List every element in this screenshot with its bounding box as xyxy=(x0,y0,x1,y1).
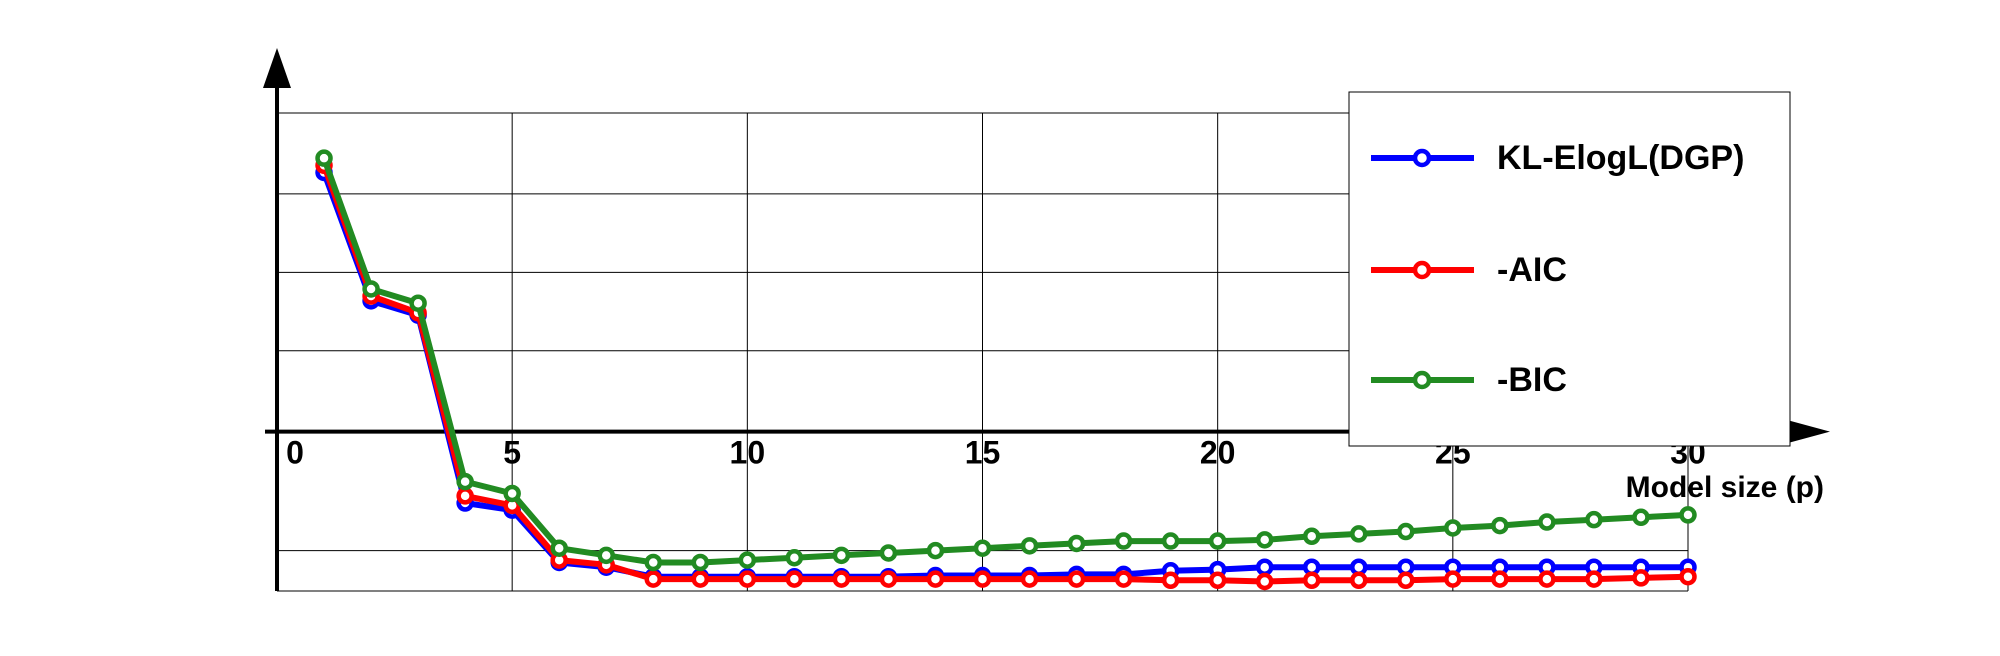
data-point xyxy=(456,487,474,505)
data-point xyxy=(550,539,568,557)
data-point xyxy=(879,570,898,588)
data-point xyxy=(1067,570,1086,588)
data-point xyxy=(1161,571,1180,590)
data-point xyxy=(1538,513,1556,531)
data-point xyxy=(1302,527,1321,546)
data-point xyxy=(1255,558,1274,576)
data-point xyxy=(1632,569,1650,587)
legend-marker xyxy=(1412,370,1432,390)
data-point xyxy=(691,570,710,588)
legend-label: -BIC xyxy=(1497,361,1567,399)
data-point xyxy=(362,280,380,298)
data-point xyxy=(1161,532,1180,550)
data-point xyxy=(1444,570,1462,588)
legend-label: -AIC xyxy=(1497,251,1567,289)
data-point xyxy=(738,570,757,588)
data-point xyxy=(1679,506,1697,524)
data-point xyxy=(1491,516,1509,535)
x-tick-label: 15 xyxy=(965,435,1001,471)
data-point xyxy=(456,472,474,491)
data-point xyxy=(1585,570,1603,588)
data-point xyxy=(1114,532,1133,550)
data-point xyxy=(1397,571,1415,590)
data-point xyxy=(1397,522,1415,541)
data-point xyxy=(973,570,992,588)
data-point xyxy=(644,570,663,588)
x-tick-label: 10 xyxy=(730,435,766,471)
x-axis-label: Model size (p) xyxy=(1626,471,1824,504)
data-point xyxy=(1302,571,1321,590)
data-point xyxy=(926,570,945,588)
x-tick-label: 5 xyxy=(503,435,521,471)
data-point xyxy=(1020,570,1039,588)
x-axis-arrow xyxy=(1782,418,1830,445)
data-point xyxy=(1255,572,1274,591)
data-point xyxy=(879,544,898,562)
series xyxy=(315,149,1697,591)
x-tick-label: 0 xyxy=(286,435,304,471)
data-point xyxy=(691,553,710,572)
legend: KL-ElogL(DGP) -AIC -BIC xyxy=(1348,91,1791,447)
data-point xyxy=(785,570,804,588)
legend-item: -BIC xyxy=(1371,361,1567,399)
x-tick-label: 20 xyxy=(1200,435,1236,471)
legend-item: KL-ElogL(DGP) xyxy=(1371,139,1744,177)
data-point xyxy=(1679,567,1697,586)
data-point xyxy=(1067,534,1086,553)
data-point xyxy=(1491,570,1509,588)
data-point xyxy=(1208,571,1227,590)
legend-marker xyxy=(1412,148,1432,168)
y-axis-arrow xyxy=(263,48,291,88)
data-point xyxy=(597,546,615,565)
data-point xyxy=(644,553,663,572)
data-point xyxy=(1632,508,1650,527)
data-point xyxy=(503,484,521,503)
data-point xyxy=(1114,570,1133,588)
data-point xyxy=(926,541,945,560)
data-point xyxy=(785,548,804,567)
data-point xyxy=(1020,537,1039,555)
data-point xyxy=(1350,525,1368,543)
data-point xyxy=(315,149,333,167)
data-point xyxy=(409,294,427,312)
data-point xyxy=(1350,571,1368,590)
data-point xyxy=(832,570,851,588)
legend-item: -AIC xyxy=(1371,251,1567,289)
legend-label: KL-ElogL(DGP) xyxy=(1497,139,1744,177)
legend-marker xyxy=(1412,260,1432,280)
data-point xyxy=(973,539,992,557)
data-point xyxy=(832,546,851,565)
data-point xyxy=(1444,519,1462,537)
data-point xyxy=(1538,570,1556,588)
data-point xyxy=(738,551,757,569)
data-point xyxy=(1585,510,1603,529)
series-2 xyxy=(315,149,1697,572)
data-point xyxy=(1208,532,1227,550)
data-point xyxy=(1255,531,1274,549)
